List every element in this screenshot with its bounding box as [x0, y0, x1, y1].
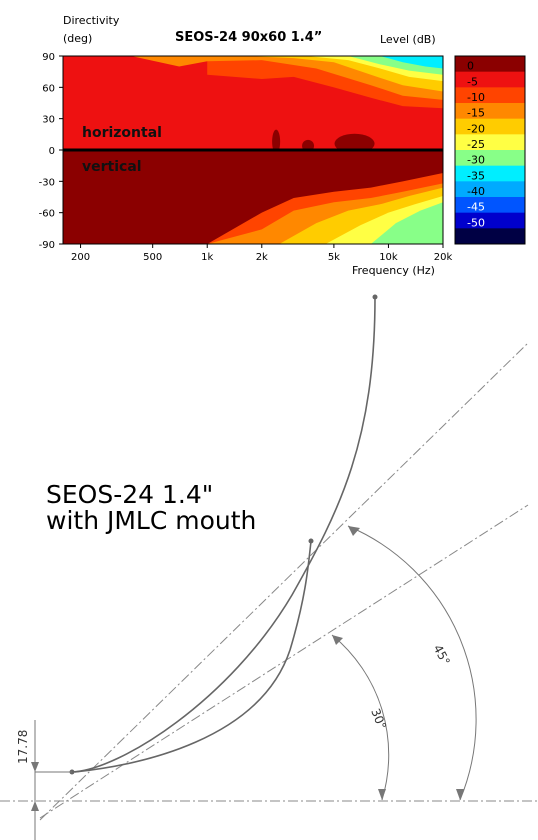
colorbar-swatch — [455, 103, 525, 120]
colorbar-tick-label: -35 — [467, 169, 485, 182]
x-tick-label: 1k — [201, 252, 213, 263]
dimension-label: 17.78 — [16, 729, 30, 764]
y-axis-label-line2: (deg) — [63, 32, 93, 45]
axis-30-line — [39, 504, 529, 819]
y-tick-label: -60 — [39, 209, 55, 220]
colorbar-label: Level (dB) — [380, 33, 436, 46]
horizontal-region-label: horizontal — [82, 125, 162, 141]
contour-region-horizontal — [380, 56, 443, 69]
x-tick-label: 20k — [434, 252, 453, 263]
colorbar-tick-label: -25 — [467, 138, 485, 151]
colorbar-tick-label: -15 — [467, 107, 485, 120]
angle-arc-30 — [331, 634, 390, 801]
colorbar-frame — [454, 55, 526, 245]
x-axis-label: Frequency (Hz) — [352, 264, 435, 277]
arc30-arrow-start — [332, 635, 343, 645]
chart-title: SEOS-24 90x60 1.4” — [175, 30, 323, 45]
axis-45-line — [39, 342, 529, 821]
horn-inner-profile — [74, 540, 312, 773]
colorbar-tick-label: -40 — [467, 185, 485, 198]
colorbar-swatch — [455, 87, 525, 104]
colorbar-tick-label: 0 — [467, 60, 474, 73]
y-tick-label: 60 — [42, 83, 55, 94]
colorbar-swatch — [455, 134, 525, 151]
dimension-arrow-bottom — [31, 801, 39, 811]
hotspot-region — [272, 129, 281, 154]
colorbar-swatch — [455, 165, 525, 182]
y-tick-label: -90 — [39, 240, 55, 251]
directivity-heatmap: 90 60 30 0 -30 -60 -90 200 500 1k 2k 5k 10k 20k 0 -5 -10… — [39, 52, 526, 263]
x-tick-label: 10k — [379, 252, 398, 263]
x-tick-label: 200 — [71, 252, 90, 263]
y-tick-label: -30 — [39, 177, 55, 188]
drawing-title-line2: with JMLC mouth — [46, 506, 257, 535]
x-tick-label: 5k — [328, 252, 340, 263]
colorbar-swatch — [455, 118, 525, 135]
y-axis-label-line1: Directivity — [63, 14, 120, 27]
colorbar-swatch — [455, 181, 525, 198]
x-tick-label: 2k — [256, 252, 268, 263]
colorbar-swatch — [455, 56, 525, 73]
dimension-arrow-top — [31, 762, 39, 772]
angle-arc-45 — [347, 525, 477, 801]
colorbar-tick-label: -50 — [467, 216, 485, 229]
colorbar-swatch — [455, 150, 525, 167]
y-tick-label: 30 — [42, 115, 55, 126]
colorbar-tick-label: -5 — [467, 75, 478, 88]
x-tick-label: 500 — [143, 252, 162, 263]
drawing-title-line1: SEOS-24 1.4" — [46, 480, 214, 509]
arc45-arrow-start — [348, 526, 360, 536]
y-tick-label: 90 — [42, 52, 55, 63]
vertical-region-label: vertical — [82, 159, 142, 175]
contour-region-vertical — [370, 202, 443, 244]
y-tick-label: 0 — [49, 146, 55, 157]
colorbar-tick-label: -45 — [467, 201, 485, 214]
colorbar-swatch — [455, 228, 525, 245]
arc30-arrow-end — [378, 789, 386, 800]
inner-end-point — [308, 538, 314, 544]
colorbar-tick-label: -20 — [467, 122, 485, 135]
colorbar-tick-label: -10 — [467, 91, 485, 104]
arc45-arrow-end — [456, 789, 464, 800]
colorbar-swatch — [455, 197, 525, 214]
horn-outer-profile — [71, 296, 376, 773]
colorbar-tick-label: -30 — [467, 154, 485, 167]
outer-end-point — [372, 294, 378, 300]
colorbar-swatch — [455, 71, 525, 88]
colorbar-swatch — [455, 212, 525, 229]
